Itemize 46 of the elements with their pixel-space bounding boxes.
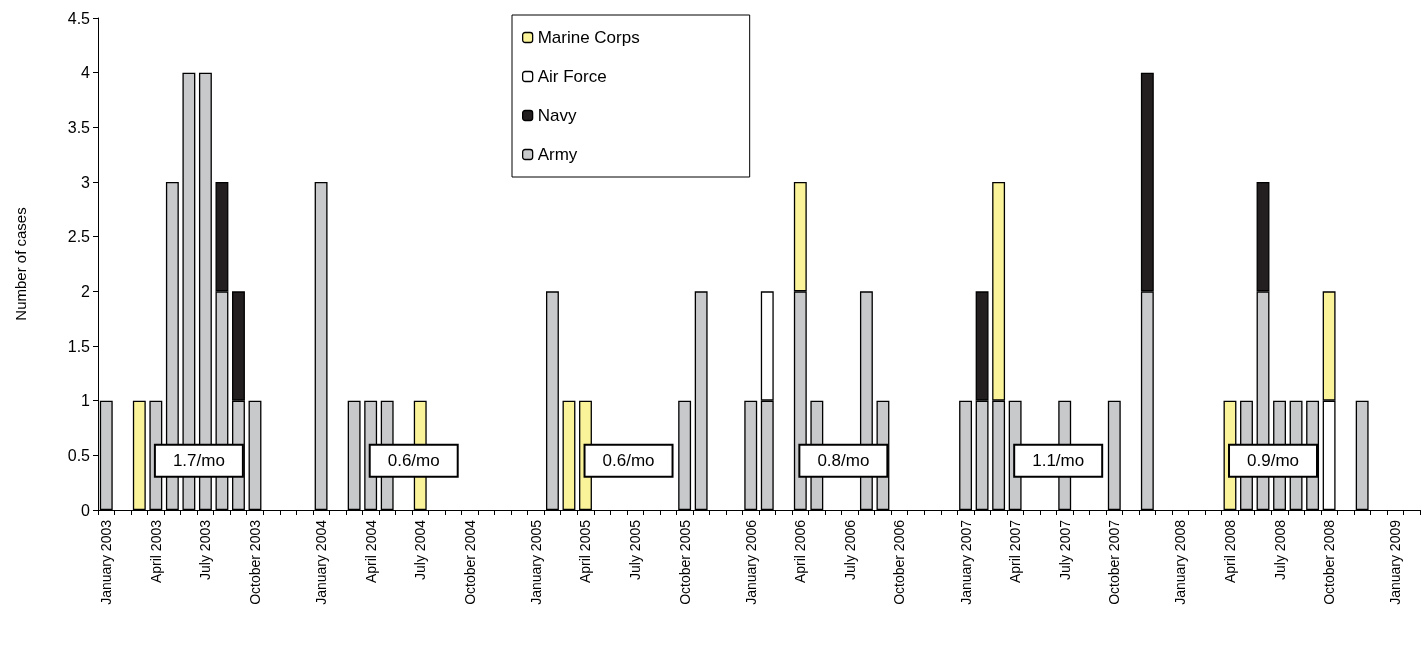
x-tick-label: April 2003 <box>147 519 164 584</box>
x-tick-label: October 2005 <box>676 519 693 605</box>
y-tick-label: 3 <box>81 173 91 191</box>
y-tick-label: 4.5 <box>67 9 91 27</box>
x-tick-label: April 2005 <box>577 519 594 584</box>
x-tick-label: January 2004 <box>313 519 330 605</box>
x-tick-label: April 2006 <box>792 519 809 584</box>
legend-label: Army <box>537 145 578 164</box>
legend-label: Navy <box>537 106 577 125</box>
y-tick-label: 1.5 <box>67 337 91 355</box>
x-tick-label: July 2006 <box>841 519 858 580</box>
x-tick-label: October 2008 <box>1321 519 1338 605</box>
x-tick-label: January 2006 <box>742 519 759 605</box>
x-tick-label: October 2003 <box>246 519 263 605</box>
x-tick-label: July 2003 <box>197 519 214 580</box>
x-tick-label: July 2004 <box>412 519 429 580</box>
x-tick-label: October 2006 <box>891 519 908 605</box>
x-tick-label: October 2007 <box>1106 519 1123 605</box>
x-tick-label: July 2008 <box>1271 519 1288 580</box>
y-tick-label: 1 <box>81 392 91 410</box>
annotation: 0.6/mo <box>387 451 440 471</box>
x-tick-label: January 2005 <box>527 519 544 605</box>
legend-label: Air Force <box>537 67 607 86</box>
x-tick-label: April 2004 <box>362 519 379 584</box>
y-tick-label: 4 <box>81 64 91 82</box>
annotation: 1.1/mo <box>1032 451 1085 471</box>
x-tick-label: April 2007 <box>1007 519 1024 584</box>
x-tick-label: October 2004 <box>461 519 478 605</box>
annotation: 0.8/mo <box>817 451 870 471</box>
y-axis-title: Number of cases <box>12 207 29 321</box>
annotation: 1.7/mo <box>172 451 225 471</box>
y-tick-label: 3.5 <box>67 118 91 136</box>
annotation: 0.6/mo <box>602 451 655 471</box>
y-tick-label: 2 <box>81 282 91 300</box>
legend-label: Marine Corps <box>537 28 640 47</box>
x-tick-label: April 2008 <box>1221 519 1238 584</box>
x-tick-label: January 2008 <box>1172 519 1189 605</box>
x-tick-label: July 2005 <box>627 519 644 580</box>
x-tick-label: January 2007 <box>957 519 974 605</box>
annotation: 0.9/mo <box>1247 451 1299 471</box>
x-tick-label: January 2003 <box>98 519 115 605</box>
x-tick-label: July 2007 <box>1056 519 1073 580</box>
x-tick-label: January 2009 <box>1387 519 1404 605</box>
y-tick-label: 0 <box>81 501 91 519</box>
y-tick-label: 2.5 <box>67 228 91 246</box>
y-tick-label: 0.5 <box>67 446 91 464</box>
